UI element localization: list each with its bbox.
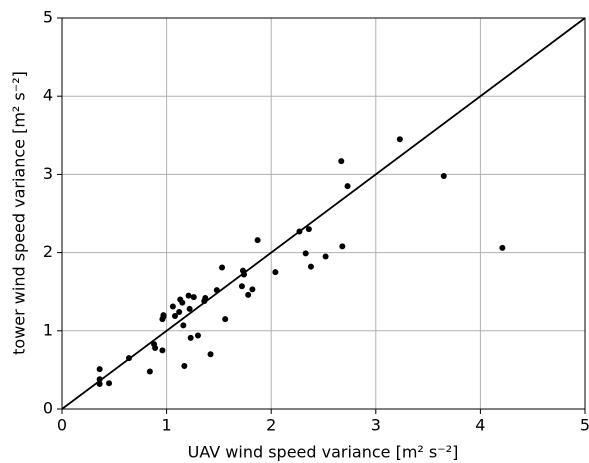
y-tick-label: 1 — [43, 320, 53, 339]
point — [179, 299, 186, 306]
y-tick-label: 5 — [43, 8, 53, 27]
point — [152, 345, 159, 352]
point — [440, 172, 447, 179]
point — [249, 286, 256, 293]
point — [222, 316, 229, 323]
point — [186, 305, 193, 312]
point — [96, 376, 103, 383]
point — [219, 264, 226, 271]
x-tick-label: 0 — [57, 416, 67, 435]
y-tick-label: 3 — [43, 164, 53, 183]
point — [146, 368, 153, 375]
point — [344, 183, 351, 190]
y-axis-label: tower wind speed variance [m² s⁻²] — [10, 71, 29, 355]
x-axis-label: UAV wind speed variance [m² s⁻²] — [188, 443, 459, 462]
point — [339, 243, 346, 250]
y-tick-label: 2 — [43, 242, 53, 261]
point — [185, 292, 192, 299]
point — [305, 226, 312, 233]
point — [190, 294, 197, 301]
point — [194, 332, 201, 339]
point — [296, 228, 303, 235]
x-tick-label: 4 — [475, 416, 485, 435]
point — [169, 303, 176, 310]
point — [125, 355, 132, 362]
point — [254, 237, 261, 244]
point — [187, 334, 194, 341]
point — [302, 250, 309, 257]
y-tick-label: 4 — [43, 86, 53, 105]
point — [238, 283, 245, 290]
point — [396, 136, 403, 143]
point — [176, 309, 183, 316]
point — [96, 380, 103, 387]
point — [160, 313, 167, 320]
point — [171, 312, 178, 319]
point — [241, 271, 248, 278]
y-tick-label: 0 — [43, 399, 53, 418]
point — [106, 380, 113, 387]
plot-frame — [61, 17, 586, 410]
x-tick-label: 1 — [162, 416, 172, 435]
point — [213, 287, 220, 294]
point — [499, 244, 506, 251]
point — [202, 294, 209, 301]
point — [307, 263, 314, 270]
point — [181, 362, 188, 369]
x-tick-label: 5 — [580, 416, 589, 435]
point — [272, 269, 279, 276]
one-to-one-line — [61, 17, 586, 410]
point — [245, 291, 252, 298]
point — [338, 158, 345, 165]
point — [207, 351, 214, 358]
point — [322, 253, 329, 260]
point — [159, 347, 166, 354]
point — [96, 366, 103, 373]
x-tick-label: 3 — [371, 416, 381, 435]
x-tick-label: 2 — [266, 416, 276, 435]
point — [180, 322, 187, 329]
